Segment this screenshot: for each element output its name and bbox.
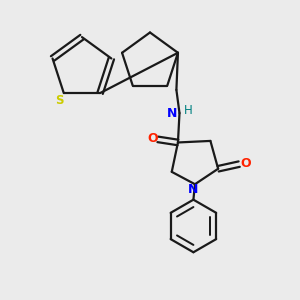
- Text: O: O: [147, 132, 158, 145]
- Text: O: O: [240, 157, 251, 170]
- Text: N: N: [188, 183, 199, 196]
- Text: H: H: [184, 104, 193, 117]
- Text: N: N: [167, 106, 177, 120]
- Text: S: S: [55, 94, 63, 107]
